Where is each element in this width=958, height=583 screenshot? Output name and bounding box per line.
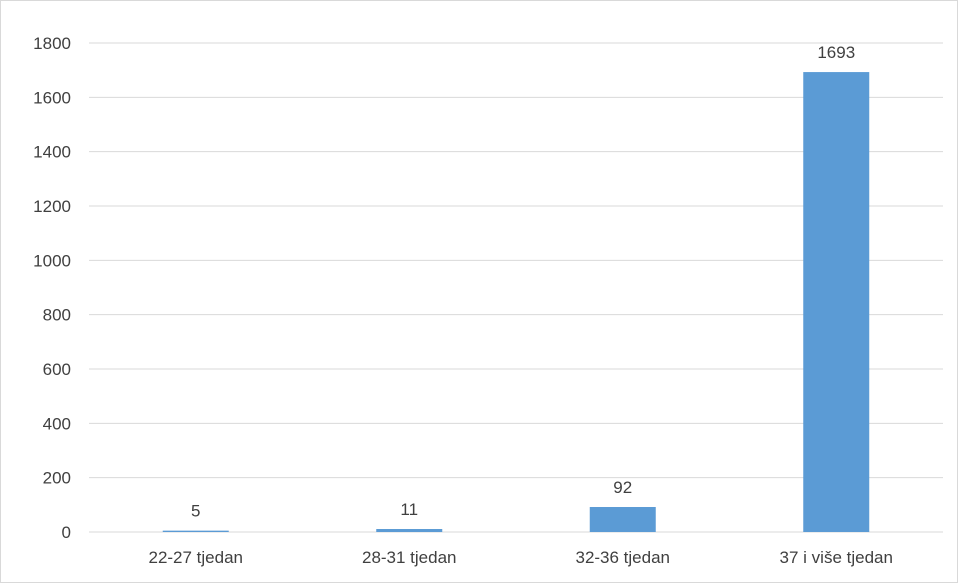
data-label-1: 5 (191, 502, 200, 521)
y-tick-label: 400 (43, 414, 71, 433)
data-label-2: 11 (400, 500, 418, 519)
x-category-label: 37 i više tjedan (780, 548, 893, 567)
x-axis-categories: 22-27 tjedan 28-31 tjedan 32-36 tjedan 37 i… (148, 548, 892, 567)
data-labels: 5 11 92 1693 (191, 43, 855, 521)
grid-lines (89, 42, 943, 533)
bar-3 (589, 507, 656, 532)
y-tick-label: 1200 (33, 197, 71, 216)
y-axis-ticks: 0 200 400 600 800 1000 1200 1400 1600 1800 (33, 34, 71, 542)
y-tick-label: 0 (62, 523, 71, 542)
bar-4 (803, 72, 870, 533)
y-tick-label: 600 (43, 360, 71, 379)
y-tick-label: 800 (43, 306, 71, 325)
data-label-4: 1693 (817, 43, 855, 62)
bars (162, 72, 870, 533)
y-tick-label: 1000 (33, 251, 71, 270)
x-category-label: 22-27 tjedan (148, 548, 243, 567)
y-tick-label: 1600 (33, 88, 71, 107)
data-label-3: 92 (613, 478, 632, 497)
bar-1 (162, 530, 229, 532)
x-category-label: 32-36 tjedan (575, 548, 670, 567)
y-tick-label: 200 (43, 469, 71, 488)
y-tick-label: 1800 (33, 34, 71, 53)
bar-2 (376, 529, 443, 532)
y-tick-label: 1400 (33, 143, 71, 162)
x-category-label: 28-31 tjedan (362, 548, 457, 567)
